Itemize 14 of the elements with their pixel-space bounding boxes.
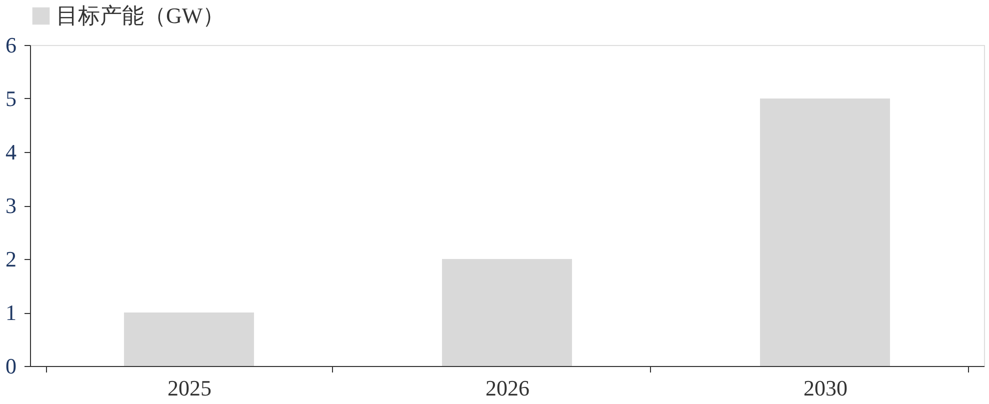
bar	[124, 312, 254, 366]
bar	[442, 259, 572, 366]
x-tick-label: 2026	[486, 376, 530, 400]
bar	[760, 98, 890, 366]
y-tick-label: 5	[6, 86, 16, 111]
legend-label: 目标产能（GW）	[56, 3, 225, 28]
y-tick-label: 6	[6, 32, 16, 58]
y-tick-label: 0	[6, 354, 16, 378]
y-tick-label: 4	[6, 140, 16, 164]
y-tick-label: 3	[6, 193, 16, 218]
y-tick-label: 2	[6, 246, 16, 272]
y-tick-label: 1	[6, 300, 16, 325]
x-tick-label: 2030	[804, 376, 848, 400]
x-tick-label: 2025	[168, 376, 212, 400]
